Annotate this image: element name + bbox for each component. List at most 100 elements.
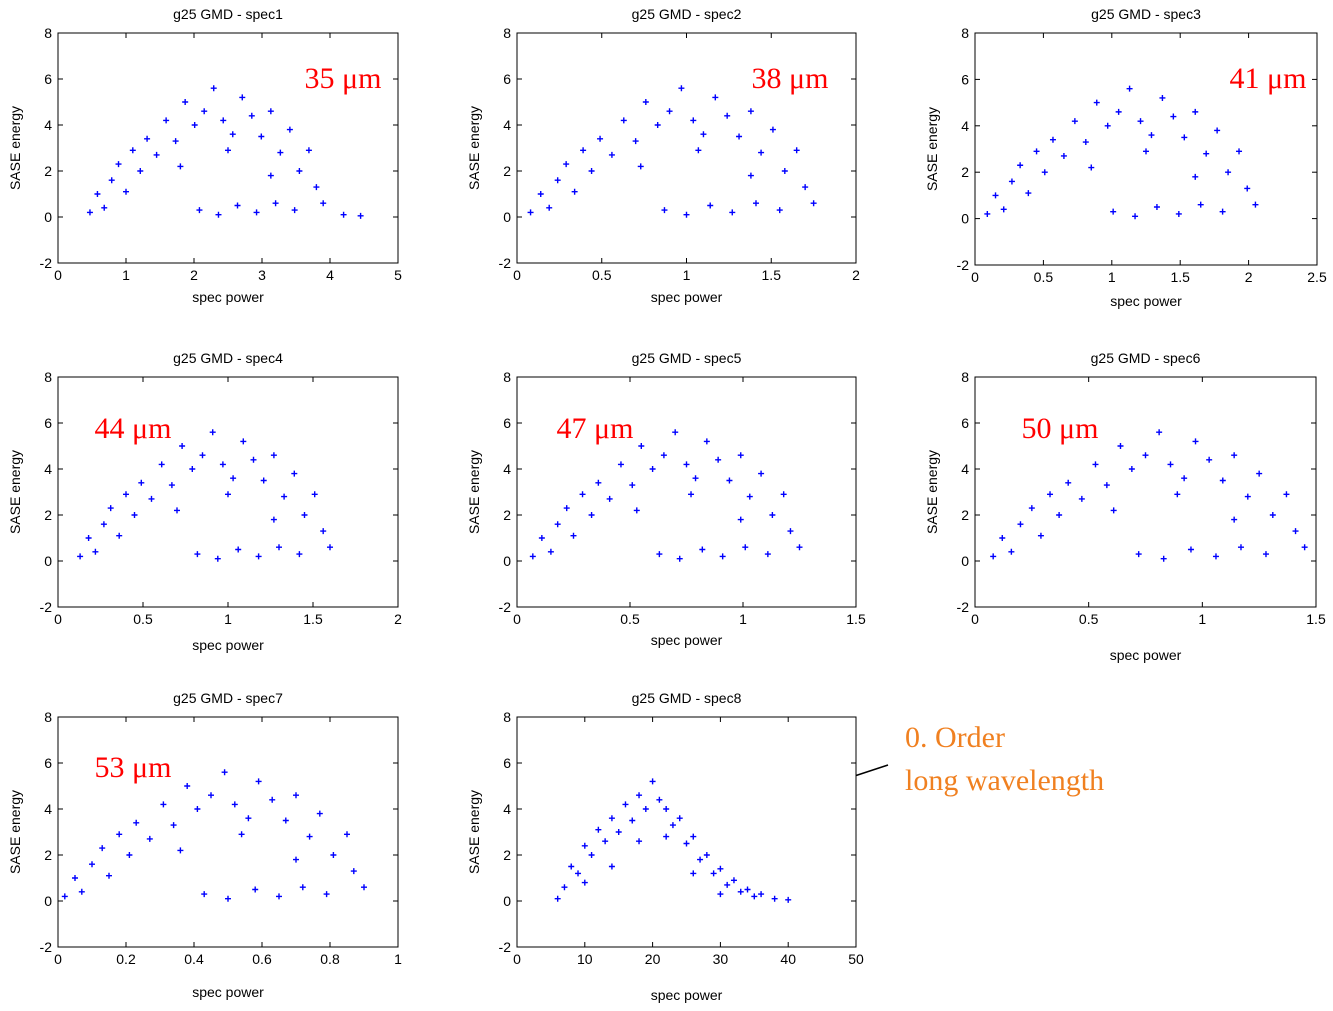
plot-area [516,32,857,264]
y-tick-label: 0 [44,893,52,909]
data-point [215,211,222,218]
data-point [595,479,602,486]
data-point [313,184,320,191]
data-point [802,184,809,191]
data-point [89,861,95,868]
y-tick-label: 6 [503,71,511,87]
data-point [252,886,259,893]
y-tick-label: 8 [961,369,969,385]
x-tick-label: 1 [739,611,747,627]
data-point [174,507,180,514]
y-axis-label: SASE energy [7,106,23,190]
data-point [642,99,649,105]
data-point [1236,148,1243,155]
y-tick-label: 8 [961,25,969,41]
data-point [527,209,534,216]
data-point [239,94,246,101]
data-point [563,505,570,512]
data-point [688,491,695,498]
data-point [730,877,737,884]
x-tick-label: 3 [258,267,266,283]
data-point [163,117,170,124]
data-point [299,884,306,891]
data-point [620,117,627,124]
x-tick-label: 30 [713,951,729,967]
x-axis-label: spec power [192,637,264,653]
annotation: 41 μm [1230,62,1307,95]
data-point [196,207,203,214]
data-point [537,191,544,197]
y-tick-label: 2 [44,507,52,523]
plot-area [974,376,1317,608]
data-point [1103,482,1110,489]
data-point [276,893,282,900]
data-point [622,801,629,808]
data-point [1225,169,1232,176]
data-point [219,461,226,468]
x-tick-label: 0 [54,611,62,627]
data-point [608,863,615,870]
data-point [683,461,690,468]
data-point [305,147,312,154]
data-point [129,147,136,154]
y-tick-label: 2 [961,507,969,523]
x-tick-label: 0 [54,951,62,967]
data-point [1071,118,1078,125]
y-tick-label: 8 [503,25,511,41]
data-point [787,528,794,535]
data-point [710,870,717,877]
x-tick-label: 1 [122,267,130,283]
annotation: long wavelength [905,764,1104,797]
data-point [758,149,765,156]
data-point [201,108,208,115]
data-point [231,801,238,808]
data-point [769,126,776,133]
data-point [357,212,364,219]
data-point [642,806,649,812]
data-point [1181,475,1188,482]
data-point [1135,551,1142,558]
y-tick-label: 4 [961,461,969,477]
x-tick-label: 1 [1108,269,1116,285]
data-point [1033,148,1040,155]
data-point [123,188,129,195]
data-point [796,544,803,551]
data-point [700,131,707,138]
y-tick-label: 6 [503,755,511,771]
y-tick-label: -2 [40,939,53,955]
data-point [580,147,587,154]
data-point [201,891,208,898]
x-tick-label: 2 [852,267,860,283]
data-point [1244,493,1251,500]
data-point [1192,438,1199,445]
data-point [116,532,123,539]
data-point [729,209,736,216]
data-point [570,532,577,539]
x-axis-label: spec power [1110,293,1182,309]
y-tick-label: 8 [503,369,511,385]
data-point [588,852,595,858]
data-point [699,546,706,553]
data-point [138,479,145,486]
data-point [581,842,588,849]
x-tick-label: 0 [513,951,521,967]
data-point [269,796,276,803]
data-point [1160,555,1167,562]
y-tick-label: 2 [961,164,969,180]
data-point [168,482,175,489]
data-point [715,456,722,463]
y-tick-label: -2 [40,255,53,271]
data-point [1167,461,1174,468]
data-point [588,512,595,518]
data-point [137,168,144,174]
data-point [1256,470,1263,477]
data-point [1037,532,1044,539]
data-point [984,210,991,217]
y-tick-label: 4 [44,117,52,133]
data-point [1181,134,1188,141]
data-point [286,126,293,133]
data-point [291,207,298,214]
data-point [253,209,260,216]
y-tick-label: 0 [503,553,511,569]
data-point [194,806,201,812]
